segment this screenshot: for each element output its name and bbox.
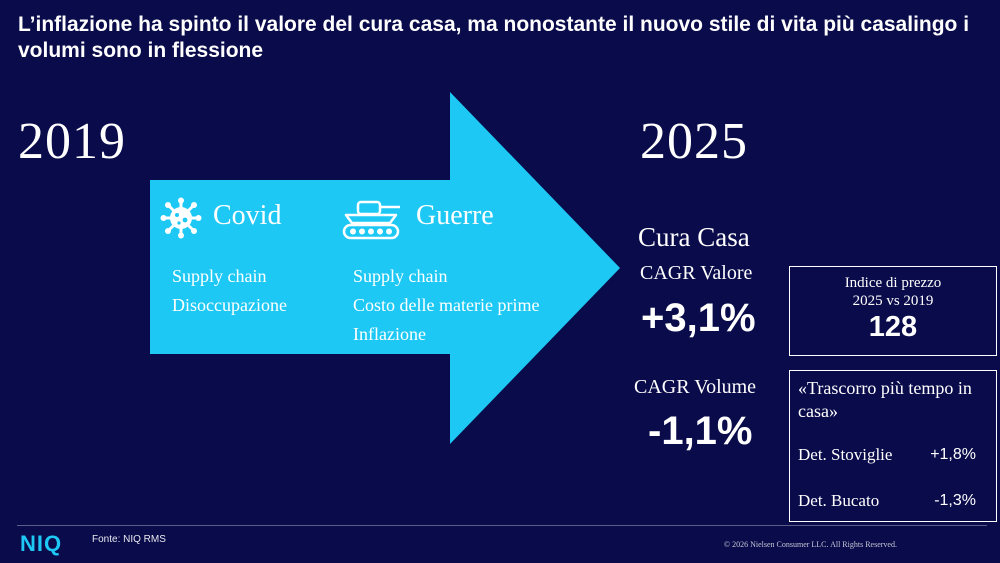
quote-text: «Trascorro più tempo in casa» (798, 378, 972, 421)
timeline-arrow (150, 92, 620, 444)
covid-list: Supply chain Disoccupazione (172, 262, 287, 320)
price-index-box: Indice di prezzo 2025 vs 2019 128 (789, 266, 997, 356)
row-label-bucato: Det. Bucato (798, 491, 880, 510)
row-value-bucato: -1,3% (934, 492, 976, 509)
year-end: 2025 (640, 113, 748, 170)
covid-title: Covid (213, 200, 282, 231)
tank-icon (342, 200, 400, 240)
source-note: Fonte: NIQ RMS (92, 534, 166, 545)
price-index-label: Indice di prezzo (844, 275, 942, 291)
copyright-note: © 2026 Nielsen Consumer LLC. All Rights … (724, 540, 897, 549)
row-label-stoviglie: Det. Stoviglie (798, 445, 893, 464)
guerre-list: Supply chain Costo delle materie prime I… (353, 262, 539, 349)
quote-box: «Trascorro più tempo in casa» Det. Stovi… (789, 370, 997, 522)
list-item: Costo delle materie prime (353, 295, 540, 315)
list-item: Supply chain (172, 266, 267, 286)
cagr-volume-label: CAGR Volume (634, 376, 757, 398)
niq-logo: NIQ (20, 531, 63, 556)
year-start: 2019 (18, 113, 126, 170)
cagr-valore-value: +3,1% (641, 296, 756, 340)
guerre-title: Guerre (416, 200, 494, 231)
cagr-valore-label: CAGR Valore (640, 262, 753, 284)
row-value-stoviglie: +1,8% (930, 446, 976, 463)
list-item: Supply chain (353, 266, 448, 286)
footer-divider (17, 525, 987, 526)
price-index-value: 128 (868, 311, 918, 343)
list-item: Inflazione (353, 324, 426, 344)
price-index-period: 2025 vs 2019 (852, 293, 934, 309)
cura-casa-title: Cura Casa (638, 222, 750, 252)
list-item: Disoccupazione (172, 295, 287, 315)
page-title: L’inflazione ha spinto il valore del cur… (18, 13, 970, 62)
cagr-volume-value: -1,1% (648, 409, 753, 453)
virus-icon (160, 197, 202, 239)
